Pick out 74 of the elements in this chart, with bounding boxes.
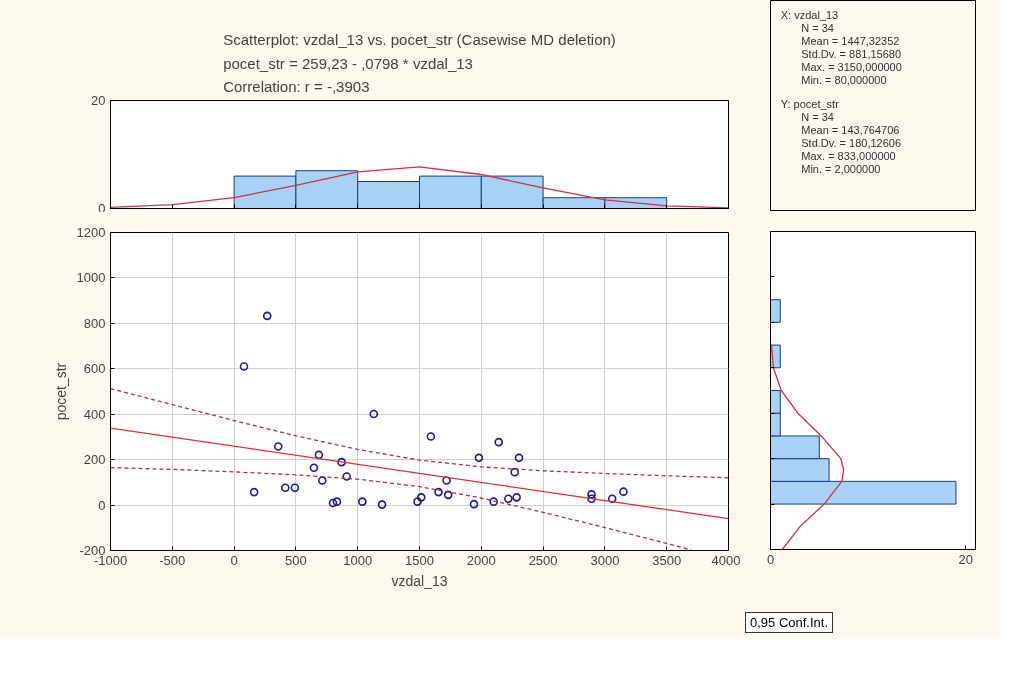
x-axis-title: vzdal_13 bbox=[391, 572, 448, 589]
point bbox=[328, 498, 338, 508]
line-series bbox=[110, 466, 693, 551]
text: Mean = 1447,32352 bbox=[801, 34, 900, 47]
point bbox=[494, 437, 504, 447]
y-tick-label: 0 bbox=[98, 497, 106, 513]
point bbox=[262, 311, 272, 321]
text: Min. = 80,000000 bbox=[801, 74, 887, 86]
point bbox=[510, 467, 519, 477]
point bbox=[489, 497, 498, 506]
y-tick-label: 200 bbox=[83, 452, 106, 468]
text: Mean = 143,764706 bbox=[801, 123, 900, 136]
point bbox=[512, 493, 521, 502]
x-tick-label: -500 bbox=[159, 552, 186, 568]
point bbox=[280, 483, 290, 493]
point bbox=[337, 457, 346, 467]
x-tick-label: 4000 bbox=[711, 552, 741, 568]
text: X: vzdal_13 bbox=[780, 8, 839, 21]
point bbox=[474, 453, 484, 463]
point bbox=[318, 476, 327, 485]
point bbox=[377, 500, 387, 509]
chart-title: Scatterplot: vzdal_13 vs. pocet_str (Casewise MD deletion) pocet_str = 259,23 - ,0798 * vzdal_13 Correlation: r = -,3903 bbox=[223, 30, 616, 96]
y-tick-label: 600 bbox=[83, 361, 106, 377]
point bbox=[619, 487, 628, 496]
x-tick-label: 500 bbox=[285, 552, 307, 568]
point bbox=[249, 487, 259, 497]
point bbox=[587, 490, 596, 499]
line-series bbox=[110, 387, 729, 479]
point bbox=[309, 463, 319, 473]
point bbox=[332, 497, 342, 506]
point bbox=[290, 483, 300, 493]
text: Std.Dv. = 180,12606 bbox=[801, 136, 902, 149]
point bbox=[358, 497, 367, 506]
point bbox=[426, 432, 436, 441]
point bbox=[342, 472, 351, 481]
point bbox=[607, 494, 617, 503]
point bbox=[314, 450, 324, 460]
point bbox=[239, 362, 249, 371]
text: Max. = 3150,000000 bbox=[801, 60, 902, 73]
y-tick-label: 400 bbox=[83, 406, 106, 422]
x-tick-label: 2000 bbox=[466, 552, 496, 568]
point bbox=[442, 476, 451, 485]
point bbox=[504, 494, 513, 503]
text: Max. = 833,000000 bbox=[801, 149, 896, 162]
x-tick-label: 0 bbox=[766, 551, 775, 567]
x-tick-label: 0 bbox=[230, 552, 238, 568]
point bbox=[434, 487, 443, 497]
x-tick-label: 3000 bbox=[590, 552, 620, 568]
text: N = 34 bbox=[801, 21, 834, 34]
line-series bbox=[110, 166, 729, 209]
y-tick-label: 20 bbox=[91, 93, 106, 108]
point bbox=[369, 409, 379, 419]
point bbox=[273, 442, 283, 451]
point bbox=[514, 453, 524, 463]
x-tick-label: 2500 bbox=[528, 552, 558, 568]
x-tick-label: 3500 bbox=[652, 552, 682, 568]
text: Y: pocet_str bbox=[780, 97, 840, 110]
x-tick-label: 20 bbox=[958, 551, 973, 567]
point bbox=[587, 494, 596, 503]
y-tick-label: 1000 bbox=[76, 270, 106, 286]
point bbox=[413, 497, 422, 506]
text: 0,95 Conf.Int. bbox=[745, 612, 834, 633]
y-axis-title: pocet_str bbox=[52, 362, 69, 421]
text: Min. = 2,000000 bbox=[801, 162, 881, 175]
point bbox=[416, 493, 426, 502]
point bbox=[443, 490, 453, 500]
y-tick-label: 800 bbox=[83, 315, 106, 331]
text: Std.Dv. = 881,15680 bbox=[801, 47, 902, 60]
x-tick-label: 1500 bbox=[405, 552, 434, 568]
y-tick-label: 0 bbox=[98, 200, 106, 216]
y-tick-label: 1200 bbox=[76, 225, 106, 240]
point bbox=[469, 499, 479, 509]
x-tick-label: 1000 bbox=[343, 552, 373, 568]
text: N = 34 bbox=[801, 110, 834, 123]
